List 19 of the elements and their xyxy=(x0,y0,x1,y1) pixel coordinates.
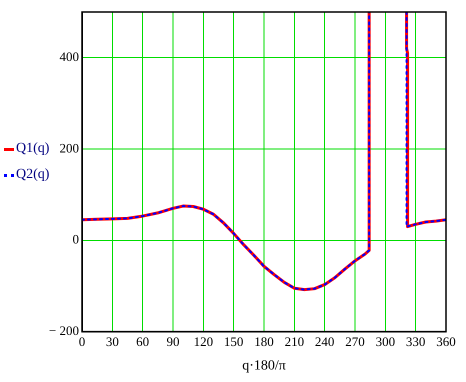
x-tick-label: 300 xyxy=(376,334,396,349)
x-tick-label: 120 xyxy=(194,334,214,349)
x-axis-title: q·180/π xyxy=(242,358,286,374)
y-tick-label: 400 xyxy=(60,49,79,64)
x-tick-label: 270 xyxy=(345,334,365,349)
legend-label: Q1(q) xyxy=(16,141,50,156)
x-tick-label: 330 xyxy=(406,334,426,349)
legend-label: Q2(q) xyxy=(16,167,50,182)
y-tick-label: − 200 xyxy=(48,323,79,338)
x-tick-label: 30 xyxy=(106,334,119,349)
x-tick-label: 90 xyxy=(166,334,180,349)
x-tick-label: 210 xyxy=(284,334,304,349)
y-tick-label: 200 xyxy=(60,140,79,156)
x-tick-label: 360 xyxy=(436,334,456,349)
x-tick-label: 60 xyxy=(136,334,150,349)
x-tick-label: 150 xyxy=(224,334,244,349)
x-tick-label: 180 xyxy=(254,334,274,349)
x-tick-label: 240 xyxy=(314,334,334,349)
y-tick-label: 0 xyxy=(72,232,79,247)
